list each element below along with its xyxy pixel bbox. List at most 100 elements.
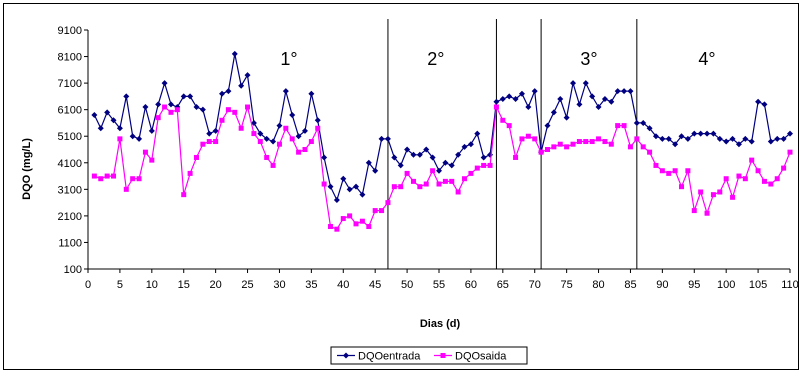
x-tick-label: 15 <box>178 279 190 291</box>
data-point-DQOsaida <box>774 176 780 182</box>
data-point-DQOsaida <box>142 149 148 155</box>
x-tick-label: 80 <box>592 279 604 291</box>
data-point-DQOentrada <box>161 80 168 87</box>
data-point-DQOentrada <box>308 90 315 97</box>
data-point-DQOsaida <box>372 208 378 214</box>
data-point-DQOsaida <box>481 162 487 168</box>
y-tick-label: 100 <box>64 264 82 276</box>
data-point-DQOentrada <box>467 141 474 148</box>
data-point-DQOsaida <box>436 181 442 187</box>
data-point-DQOsaida <box>672 168 678 174</box>
data-point-DQOentrada <box>608 98 615 105</box>
data-point-DQOsaida <box>283 125 289 131</box>
series-layer <box>91 50 793 232</box>
data-point-DQOsaida <box>723 176 729 182</box>
data-point-DQOentrada <box>563 114 570 121</box>
data-point-DQOentrada <box>206 130 213 137</box>
data-point-DQOentrada <box>295 133 302 140</box>
data-point-DQOsaida <box>442 178 448 184</box>
x-tick-label: 90 <box>656 279 668 291</box>
x-tick-label: 20 <box>210 279 222 291</box>
data-point-DQOentrada <box>461 143 468 150</box>
phase-label: 2° <box>427 49 444 69</box>
y-tick-label: 8100 <box>58 52 82 64</box>
x-tick-label: 45 <box>369 279 381 291</box>
x-axis-title: Dias (d) <box>420 318 461 330</box>
x-tick-label: 55 <box>433 279 445 291</box>
x-tick-label: 105 <box>749 279 767 291</box>
x-tick-label: 70 <box>529 279 541 291</box>
data-point-DQOentrada <box>116 125 123 132</box>
x-tick-label: 95 <box>688 279 700 291</box>
data-point-DQOentrada <box>353 183 360 190</box>
data-point-DQOentrada <box>442 159 449 166</box>
data-point-DQOsaida <box>564 144 570 150</box>
data-point-DQOentrada <box>614 88 621 95</box>
data-point-DQOsaida <box>410 178 416 184</box>
data-point-DQOsaida <box>736 173 742 179</box>
data-point-DQOsaida <box>238 125 244 131</box>
data-point-DQOentrada <box>570 80 577 87</box>
data-point-DQOentrada <box>225 88 232 95</box>
data-point-DQOentrada <box>136 135 143 142</box>
data-point-DQOsaida <box>168 109 174 115</box>
data-point-DQOsaida <box>334 226 340 232</box>
data-point-DQOentrada <box>621 88 628 95</box>
data-point-DQOentrada <box>723 138 730 145</box>
data-point-DQOsaida <box>200 141 206 147</box>
data-point-DQOsaida <box>787 149 793 155</box>
data-point-DQOsaida <box>755 168 761 174</box>
data-point-DQOentrada <box>678 133 685 140</box>
data-point-DQOsaida <box>525 133 531 139</box>
axes: 1001100210031004100510061007100810091000… <box>58 25 799 291</box>
x-tick-label: 10 <box>146 279 158 291</box>
legend-marker-DQOsaida <box>440 353 446 358</box>
y-tick-label: 1100 <box>58 237 82 249</box>
data-point-DQOentrada <box>270 138 277 145</box>
data-point-DQOsaida <box>583 139 589 145</box>
data-point-DQOsaida <box>608 141 614 147</box>
data-point-DQOsaida <box>698 189 704 195</box>
data-point-DQOsaida <box>417 184 423 190</box>
data-point-DQOentrada <box>378 135 385 142</box>
data-point-DQOsaida <box>366 224 372 230</box>
data-point-DQOsaida <box>576 139 582 145</box>
data-point-DQOentrada <box>518 90 525 97</box>
data-point-DQOentrada <box>289 111 296 118</box>
data-point-DQOentrada <box>512 96 519 103</box>
x-tick-label: 30 <box>273 279 285 291</box>
data-point-DQOsaida <box>551 144 557 150</box>
data-point-DQOsaida <box>111 173 117 179</box>
data-point-DQOentrada <box>142 104 149 111</box>
data-point-DQOsaida <box>781 165 787 171</box>
x-tick-label: 25 <box>241 279 253 291</box>
legend-label-DQOentrada: DQOentrada <box>358 351 421 363</box>
data-point-DQOsaida <box>398 184 404 190</box>
data-point-DQOentrada <box>474 130 481 137</box>
data-point-DQOsaida <box>404 170 410 176</box>
data-point-DQOentrada <box>346 186 353 193</box>
data-point-DQOsaida <box>570 141 576 147</box>
data-point-DQOentrada <box>448 162 455 169</box>
data-point-DQOsaida <box>213 139 219 145</box>
data-point-DQOsaida <box>602 139 608 145</box>
data-point-DQOsaida <box>640 144 646 150</box>
data-point-DQOentrada <box>404 146 411 153</box>
data-point-DQOentrada <box>340 175 347 182</box>
data-point-DQOsaida <box>353 221 359 227</box>
data-point-DQOentrada <box>231 50 238 57</box>
data-point-DQOsaida <box>679 184 685 190</box>
legend-box <box>330 346 528 365</box>
data-point-DQOsaida <box>513 154 519 160</box>
data-point-DQOsaida <box>647 149 653 155</box>
x-tick-label: 60 <box>465 279 477 291</box>
data-point-DQOentrada <box>155 101 162 108</box>
data-point-DQOsaida <box>506 123 512 129</box>
data-point-DQOsaida <box>430 168 436 174</box>
x-tick-label: 40 <box>337 279 349 291</box>
data-point-DQOentrada <box>627 88 634 95</box>
data-point-DQOentrada <box>391 154 398 161</box>
x-tick-label: 65 <box>497 279 509 291</box>
data-point-DQOsaida <box>251 131 257 137</box>
data-point-DQOsaida <box>181 192 187 198</box>
